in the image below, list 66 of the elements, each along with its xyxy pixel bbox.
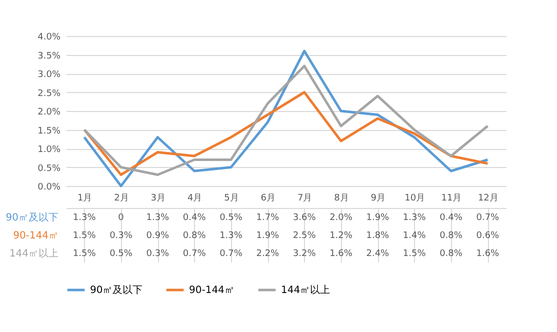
data-label: 1.6% [330,249,353,259]
x-tick-label: 8月 [334,194,349,204]
data-label: 1.5% [72,249,96,259]
legend-label: 144㎡以上 [281,284,330,296]
data-label: 0.5% [110,249,133,259]
x-tick-label: 11月 [441,194,462,204]
data-label: 0.7% [182,249,206,259]
data-label: 1.9% [256,231,280,241]
data-label: 0.4% [182,213,206,223]
x-tick-label: 10月 [404,194,426,204]
x-tick-label: 9月 [370,194,386,204]
data-label: 0.3% [146,249,170,259]
y-tick-label: 2.5% [38,88,61,99]
data-label: 0.6% [476,231,500,241]
data-label: 0.7% [220,249,243,259]
data-label: 0.8% [440,231,463,241]
data-label: 1.8% [366,231,390,241]
x-tick-label: 12月 [478,194,498,204]
data-label: 1.2% [330,231,353,241]
text: 90㎡及以下 [6,212,58,224]
x-tick-label: 3月 [150,194,166,204]
data-label: 0.5% [220,213,243,223]
x-tick-label: 6月 [260,194,276,204]
y-tick-label: 3.0% [38,70,61,80]
legend-label: 90㎡及以下 [90,284,143,296]
data-label: 0.9% [146,231,170,241]
data-label: 1.9% [366,213,390,223]
data-label: 3.2% [292,249,316,259]
x-tick-label: 1月 [77,194,92,204]
y-tick-label: 0.5% [38,164,61,174]
x-tick-label: 2月 [114,194,129,204]
y-tick-label: 3.5% [38,51,61,62]
y-tick-label: 1.5% [38,126,61,136]
line-series [83,91,489,176]
x-tick-label: 7月 [297,194,312,204]
data-label: 1.3% [72,213,96,223]
data-label: 1.4% [402,231,426,241]
data-label: 0.3% [110,231,133,241]
text: 144㎡以上 [9,248,58,260]
line-series [83,64,489,176]
data-label: 2.0% [330,213,353,223]
data-label: 2.4% [366,249,390,259]
data-label: 1.5% [402,249,426,259]
data-label: 1.7% [256,213,280,223]
data-label: 1.3% [220,231,243,241]
data-label: 1.3% [146,213,170,223]
y-tick-label: 0.0% [38,182,61,192]
data-label: 2.5% [292,231,316,241]
data-label: 1.6% [476,249,500,259]
y-tick-label: 1.0% [38,145,61,155]
data-label: 0.4% [440,213,463,223]
line-series [83,50,489,188]
y-tick-label: 4.0% [38,32,61,42]
data-label: 2.2% [256,249,280,259]
data-label: 0.8% [182,231,206,241]
x-tick-label: 5月 [224,194,239,204]
x-tick-label: 4月 [187,194,202,204]
data-label: 0.7% [476,213,500,223]
data-label: 1.5% [72,231,96,241]
data-label: 0 [118,213,124,223]
data-label: 0.8% [440,249,463,259]
legend-label: 90-144㎡ [189,285,234,296]
text: 90-144㎡ [13,230,58,242]
data-label: 1.3% [402,213,426,223]
data-label: 3.6% [292,213,316,223]
y-tick-label: 2.0% [38,108,61,118]
